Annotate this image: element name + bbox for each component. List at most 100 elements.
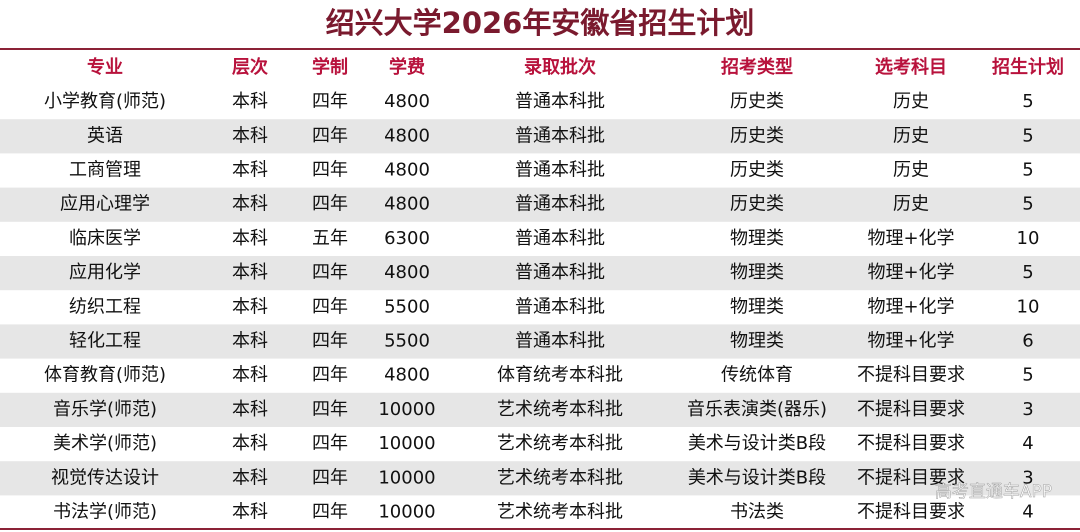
title: 绍兴大学2026年安徽省招生计划 bbox=[326, 6, 755, 40]
cell: 本科 bbox=[232, 467, 268, 488]
cell: 5500 bbox=[384, 331, 430, 352]
cell: 物理类 bbox=[730, 296, 784, 317]
cell: 10000 bbox=[378, 399, 435, 420]
cell: 3 bbox=[1022, 467, 1033, 488]
cell: 普通本科批 bbox=[515, 91, 605, 112]
cell: 物理类 bbox=[730, 228, 784, 249]
cell: 4 bbox=[1022, 502, 1033, 523]
cell: 4800 bbox=[384, 262, 430, 283]
cell: 本科 bbox=[232, 91, 268, 112]
cell: 工商管理 bbox=[69, 160, 141, 181]
cell: 5 bbox=[1022, 262, 1033, 283]
cell: 四年 bbox=[312, 331, 348, 352]
cell: 普通本科批 bbox=[515, 331, 605, 352]
cell: 10000 bbox=[378, 433, 435, 454]
column-header: 招考类型 bbox=[721, 56, 793, 78]
cell: 物理+化学 bbox=[867, 331, 954, 352]
cell: 四年 bbox=[312, 296, 348, 317]
cell: 四年 bbox=[312, 365, 348, 386]
cell: 英语 bbox=[87, 125, 123, 146]
cell: 艺术统考本科批 bbox=[497, 433, 623, 454]
cell: 四年 bbox=[312, 467, 348, 488]
cell: 5 bbox=[1022, 91, 1033, 112]
cell: 小学教育(师范) bbox=[44, 91, 166, 112]
cell: 轻化工程 bbox=[69, 331, 141, 352]
cell: 普通本科批 bbox=[515, 262, 605, 283]
cell: 3 bbox=[1022, 399, 1033, 420]
column-header: 选考科目 bbox=[875, 56, 947, 78]
cell: 本科 bbox=[232, 262, 268, 283]
cell: 普通本科批 bbox=[515, 160, 605, 181]
cell: 4800 bbox=[384, 365, 430, 386]
cell: 四年 bbox=[312, 91, 348, 112]
cell: 美术与设计类B段 bbox=[688, 467, 826, 488]
column-header: 招生计划 bbox=[992, 56, 1064, 78]
cell: 四年 bbox=[312, 160, 348, 181]
cell: 视觉传达设计 bbox=[51, 467, 159, 488]
cell: 历史类 bbox=[730, 91, 784, 112]
cell: 4800 bbox=[384, 160, 430, 181]
cell: 普通本科批 bbox=[515, 296, 605, 317]
cell: 本科 bbox=[232, 228, 268, 249]
cell: 四年 bbox=[312, 502, 348, 523]
cell: 四年 bbox=[312, 125, 348, 146]
row-band bbox=[0, 461, 1080, 496]
cell: 5 bbox=[1022, 160, 1033, 181]
cell: 书法学(师范) bbox=[53, 502, 157, 523]
cell: 10000 bbox=[378, 502, 435, 523]
cell: 四年 bbox=[312, 399, 348, 420]
cell: 10 bbox=[1017, 228, 1040, 249]
cell: 5 bbox=[1022, 194, 1033, 215]
cell: 10 bbox=[1017, 296, 1040, 317]
cell: 不提科目要求 bbox=[857, 467, 965, 488]
cell: 体育统考本科批 bbox=[497, 365, 623, 386]
cell: 音乐表演类(器乐) bbox=[687, 399, 827, 420]
cell: 不提科目要求 bbox=[857, 365, 965, 386]
cell: 本科 bbox=[232, 433, 268, 454]
cell: 四年 bbox=[312, 262, 348, 283]
cell: 5 bbox=[1022, 125, 1033, 146]
cell: 4800 bbox=[384, 125, 430, 146]
cell: 4800 bbox=[384, 91, 430, 112]
cell: 普通本科批 bbox=[515, 194, 605, 215]
cell: 历史类 bbox=[730, 125, 784, 146]
cell: 本科 bbox=[232, 194, 268, 215]
cell: 10000 bbox=[378, 467, 435, 488]
cell: 物理类 bbox=[730, 331, 784, 352]
cell: 美术学(师范) bbox=[53, 433, 157, 454]
cell: 应用心理学 bbox=[60, 194, 150, 215]
column-header: 层次 bbox=[232, 56, 268, 78]
cell: 6300 bbox=[384, 228, 430, 249]
watermark: 高考直通车APP bbox=[935, 482, 1052, 502]
cell: 历史类 bbox=[730, 160, 784, 181]
row-band bbox=[0, 256, 1080, 291]
cell: 本科 bbox=[232, 331, 268, 352]
row-band bbox=[0, 324, 1080, 359]
cell: 艺术统考本科批 bbox=[497, 502, 623, 523]
cell: 书法类 bbox=[730, 502, 784, 523]
cell: 4800 bbox=[384, 194, 430, 215]
cell: 物理类 bbox=[730, 262, 784, 283]
cell: 历史 bbox=[893, 91, 929, 112]
row-band bbox=[0, 119, 1080, 154]
cell: 体育教育(师范) bbox=[44, 365, 166, 386]
cell: 四年 bbox=[312, 433, 348, 454]
cell: 不提科目要求 bbox=[857, 433, 965, 454]
column-header: 专业 bbox=[87, 56, 123, 78]
cell: 艺术统考本科批 bbox=[497, 467, 623, 488]
column-header: 录取批次 bbox=[524, 56, 596, 78]
column-header: 学费 bbox=[389, 56, 425, 78]
cell: 本科 bbox=[232, 502, 268, 523]
cell: 四年 bbox=[312, 194, 348, 215]
cell: 本科 bbox=[232, 160, 268, 181]
cell: 物理+化学 bbox=[867, 228, 954, 249]
row-band bbox=[0, 187, 1080, 222]
cell: 普通本科批 bbox=[515, 125, 605, 146]
column-header: 学制 bbox=[312, 56, 348, 78]
cell: 不提科目要求 bbox=[857, 502, 965, 523]
cell: 纺织工程 bbox=[69, 296, 141, 317]
cell: 临床医学 bbox=[69, 228, 141, 249]
cell: 5500 bbox=[384, 296, 430, 317]
